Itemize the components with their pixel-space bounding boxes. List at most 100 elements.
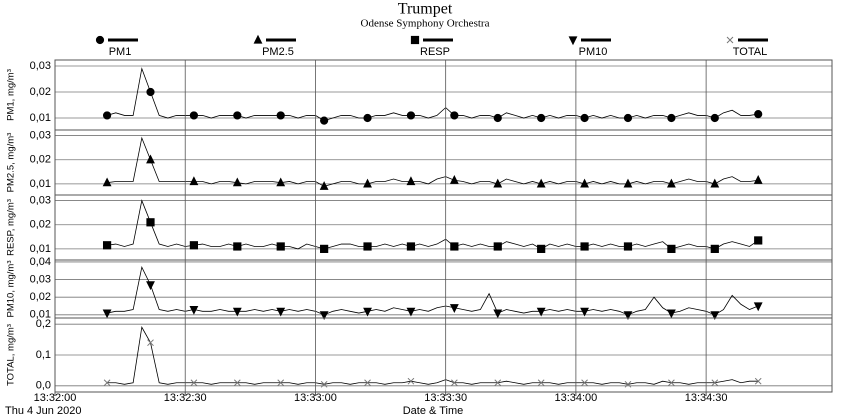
data-marker	[189, 241, 199, 250]
data-marker	[320, 244, 329, 253]
y-tick-label: 0,1	[36, 349, 51, 361]
data-marker	[277, 379, 285, 387]
x-tick-label: 13:34:30	[685, 392, 728, 404]
legend-label: PM1	[109, 46, 132, 58]
data-marker	[320, 116, 329, 125]
data-marker	[233, 242, 242, 251]
data-marker	[146, 154, 155, 164]
legend-label: RESP	[420, 46, 450, 58]
data-marker	[363, 307, 372, 317]
data-marker	[493, 113, 502, 123]
legend-swatch	[581, 38, 611, 42]
y-axis-label: RESP, mg/m³	[6, 199, 17, 256]
data-marker	[581, 379, 588, 387]
data-marker	[711, 379, 719, 387]
data-marker	[189, 111, 199, 120]
data-marker	[102, 241, 112, 250]
data-marker	[623, 311, 633, 321]
data-marker	[450, 111, 459, 120]
data-marker	[146, 87, 155, 97]
data-marker	[406, 176, 416, 186]
data-marker	[189, 176, 199, 186]
y-tick-label: 0,02	[30, 291, 51, 303]
data-marker	[753, 175, 763, 184]
data-marker	[450, 379, 458, 387]
data-marker	[493, 309, 503, 319]
data-marker	[667, 113, 676, 123]
data-marker	[102, 309, 112, 319]
data-marker	[147, 339, 154, 347]
y-axis-label: PM2.5, mg/m³	[6, 133, 17, 193]
y-tick-label: 0,0	[36, 380, 51, 392]
x-tick-label: 13:32:00	[34, 392, 77, 404]
chart-subtitle: Odense Symphony Orchestra	[361, 18, 490, 30]
data-marker	[407, 377, 415, 385]
data-marker	[449, 175, 459, 184]
legend-label: PM10	[579, 46, 608, 58]
panel-frame	[54, 259, 833, 319]
data-marker	[666, 178, 676, 188]
data-marker	[319, 181, 329, 190]
y-axis-label: PM1, mg/m³	[6, 69, 17, 121]
data-marker	[232, 307, 242, 317]
y-tick-label: 0,01	[30, 112, 51, 124]
y-tick-label: 0,01	[30, 243, 51, 255]
x-tick-label: 13:33:00	[294, 392, 337, 404]
y-tick-label: 0,01	[30, 178, 51, 190]
data-marker	[406, 111, 416, 120]
data-marker	[580, 113, 589, 123]
data-marker	[580, 178, 589, 188]
data-marker	[276, 242, 285, 251]
y-tick-label: 0,02	[30, 154, 51, 166]
data-marker	[536, 307, 546, 317]
data-marker	[319, 311, 329, 321]
data-marker	[710, 178, 720, 188]
data-marker	[623, 242, 633, 251]
y-tick-label: 0,03	[30, 60, 51, 72]
legend-swatch	[266, 38, 296, 42]
data-line	[107, 326, 759, 385]
data-line	[106, 67, 759, 122]
legend-marker	[95, 35, 105, 45]
data-marker	[710, 244, 719, 253]
data-marker	[754, 110, 763, 119]
legend-label: PM2.5	[262, 46, 294, 58]
data-marker	[754, 377, 762, 385]
data-marker	[449, 304, 459, 313]
data-marker	[276, 307, 286, 317]
data-marker	[624, 380, 632, 388]
data-marker	[580, 307, 589, 317]
data-marker	[668, 379, 675, 387]
x-axis-label: Date & Time	[403, 405, 464, 417]
data-marker	[753, 302, 763, 312]
chart-title: Trumpet	[398, 1, 453, 18]
data-marker	[146, 218, 155, 227]
data-marker	[536, 178, 546, 188]
data-marker	[493, 242, 502, 251]
legend-marker	[410, 35, 420, 45]
data-marker	[190, 379, 198, 387]
data-marker	[233, 379, 241, 387]
data-marker	[102, 111, 112, 120]
data-marker	[537, 113, 546, 123]
legend-label: TOTAL	[733, 46, 767, 58]
data-marker	[537, 244, 546, 253]
data-marker	[102, 177, 112, 187]
data-marker	[666, 309, 676, 319]
data-marker	[363, 242, 372, 251]
y-tick-label: 0,02	[30, 219, 51, 231]
data-marker	[233, 111, 242, 120]
y-tick-label: 0,04	[30, 256, 51, 268]
data-marker	[232, 177, 242, 187]
data-marker	[710, 113, 719, 123]
data-marker	[494, 379, 502, 387]
x-tick-label: 13:32:30	[164, 392, 207, 404]
legend-marker	[253, 34, 263, 44]
data-marker	[623, 113, 633, 123]
data-marker	[667, 244, 676, 253]
data-marker	[363, 113, 372, 123]
legend-swatch	[738, 38, 768, 42]
y-axis-label: PM10, mg/m³	[6, 260, 17, 317]
y-tick-label: 0,02	[30, 86, 51, 98]
